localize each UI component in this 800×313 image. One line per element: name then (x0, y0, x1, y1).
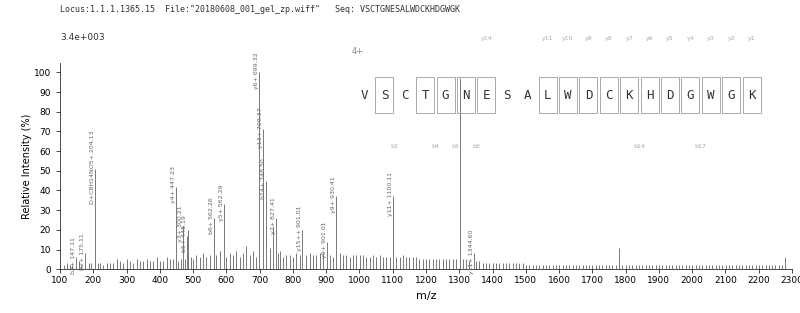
Text: 3.4e+003: 3.4e+003 (60, 33, 105, 42)
Text: G: G (686, 89, 694, 102)
Text: y6+ 699.32: y6+ 699.32 (254, 52, 259, 89)
Text: y11: y11 (542, 36, 554, 41)
Text: b17: b17 (694, 144, 706, 149)
Text: G: G (727, 89, 735, 102)
Text: y11+ 1100.11: y11+ 1100.11 (388, 172, 393, 216)
Text: H: H (646, 89, 654, 102)
Text: S: S (503, 89, 510, 102)
Text: b4: b4 (431, 144, 439, 149)
Text: y3: y3 (707, 36, 714, 41)
Text: b2: b2 (390, 144, 398, 149)
Text: y14: y14 (481, 36, 492, 41)
Text: W: W (707, 89, 714, 102)
Text: b14+ 748.50: b14+ 748.50 (262, 158, 266, 199)
Text: b2+ 147.11: b2+ 147.11 (70, 237, 76, 274)
Text: G: G (442, 89, 450, 102)
Text: 4+: 4+ (351, 47, 364, 56)
Text: y13+ 709.37: y13+ 709.37 (258, 107, 262, 148)
Text: b2+ 175.11: b2+ 175.11 (80, 233, 85, 270)
Text: y8: y8 (605, 36, 613, 41)
Text: y9+ 930.41: y9+ 930.41 (331, 176, 336, 213)
Text: y4+ 447.23: y4+ 447.23 (170, 166, 175, 203)
Text: y3+ 300.21: y3+ 300.21 (178, 206, 182, 242)
Text: b6+ 562.26: b6+ 562.26 (209, 198, 214, 234)
Text: y7+ 827.41: y7+ 827.41 (270, 198, 276, 234)
Text: D+C8H14NO5+ 204.13: D+C8H14NO5+ 204.13 (90, 130, 94, 204)
Text: y5: y5 (666, 36, 674, 41)
Text: b5: b5 (452, 144, 460, 149)
X-axis label: m/z: m/z (416, 291, 436, 301)
Text: D: D (585, 89, 592, 102)
Text: K: K (748, 89, 755, 102)
Text: E: E (482, 89, 490, 102)
Text: y9+ 901.01: y9+ 901.01 (322, 221, 326, 258)
Text: y15++ 901.01: y15++ 901.01 (297, 205, 302, 251)
Text: b14: b14 (634, 144, 646, 149)
Text: y7: y7 (626, 36, 633, 41)
Text: y2: y2 (727, 36, 735, 41)
Text: K: K (626, 89, 633, 102)
Text: y4: y4 (686, 36, 694, 41)
Text: y10: y10 (562, 36, 574, 41)
Text: Locus:1.1.1.1365.15  File:"20180608_001_gel_zp.wiff"   Seq: VSCTGNESALWDCKHDGWGK: Locus:1.1.1.1365.15 File:"20180608_001_g… (60, 5, 460, 14)
Text: S: S (381, 89, 388, 102)
Text: y11+ 1344.60: y11+ 1344.60 (469, 229, 474, 274)
Text: W: W (564, 89, 572, 102)
Text: L: L (544, 89, 551, 102)
Text: y9: y9 (585, 36, 592, 41)
Text: y6: y6 (646, 36, 654, 41)
Text: y1: y1 (748, 36, 755, 41)
Text: D: D (666, 89, 674, 102)
Y-axis label: Relative Intensity (%): Relative Intensity (%) (22, 113, 32, 218)
Text: y5+ 562.29: y5+ 562.29 (219, 184, 224, 221)
Text: b5+ 448.19: b5+ 448.19 (182, 215, 186, 252)
Text: C: C (401, 89, 409, 102)
Text: N: N (462, 89, 470, 102)
Text: b6: b6 (472, 144, 480, 149)
Text: C: C (605, 89, 613, 102)
Text: A: A (523, 89, 531, 102)
Text: T: T (422, 89, 429, 102)
Text: V: V (360, 89, 368, 102)
